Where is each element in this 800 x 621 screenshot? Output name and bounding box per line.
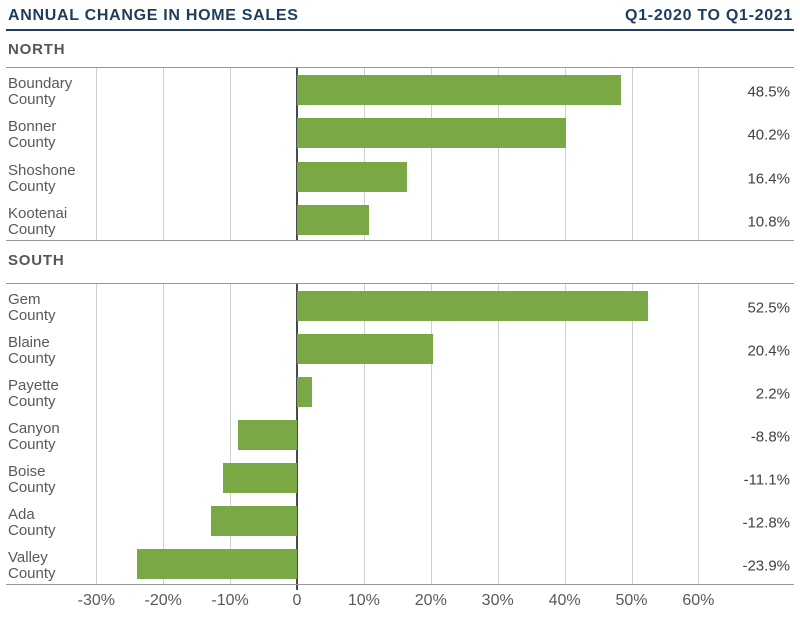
category-label: Gem County — [8, 290, 56, 324]
tick-label: 30% — [481, 592, 514, 609]
tick-label: -10% — [211, 592, 249, 609]
bar-canyon-county — [238, 420, 297, 450]
value-label: 2.2% — [755, 385, 790, 403]
zero-line — [296, 284, 298, 584]
bar-boundary-county — [297, 74, 622, 105]
tick-label: -30% — [77, 592, 115, 609]
bar-payette-county — [297, 376, 312, 407]
category-label: Boise County — [8, 463, 56, 497]
category-label: Canyon County — [8, 420, 60, 453]
gridline — [363, 68, 365, 240]
gridline — [631, 68, 633, 240]
bar-bonner-county — [297, 118, 566, 149]
value-label: 20.4% — [747, 342, 790, 360]
value-label: -8.8% — [750, 428, 790, 446]
bar-ada-county — [211, 506, 297, 537]
value-label: 16.4% — [747, 170, 790, 188]
bar-kootenai-county — [297, 205, 370, 236]
tick-label: 50% — [615, 592, 648, 609]
tick-label: 10% — [347, 592, 380, 609]
category-label: Boundary County — [8, 74, 73, 108]
bar-shoshone-county — [297, 161, 407, 192]
tick-label: 0 — [292, 592, 302, 609]
tick-label: 60% — [682, 592, 715, 609]
header: ANNUAL CHANGE IN HOME SALES Q1-2020 TO Q… — [8, 6, 793, 26]
gridline — [163, 68, 165, 240]
gridline — [363, 284, 365, 584]
category-label: Payette County — [8, 376, 59, 410]
header-rule — [6, 29, 794, 31]
tick-label: 20% — [414, 592, 447, 609]
gridline — [163, 284, 165, 584]
date-range-label: Q1-2020 TO Q1-2021 — [625, 7, 793, 24]
category-label: Blaine County — [8, 333, 56, 367]
gridline — [564, 284, 566, 584]
section-label-south: SOUTH — [8, 252, 65, 269]
section-label-north: NORTH — [8, 41, 66, 58]
gridline — [230, 68, 232, 240]
gridline — [230, 284, 232, 584]
zero-axis-tick — [296, 585, 298, 590]
value-label: -12.8% — [742, 514, 790, 532]
category-label: Bonner County — [8, 118, 57, 152]
gridline — [497, 284, 499, 584]
north-bar-chart: Boundary County 48.5% Bonner County 40.2% Sh… — [6, 67, 794, 241]
category-label: Valley County — [8, 549, 56, 583]
gridline — [698, 68, 700, 240]
gridline — [96, 284, 98, 584]
x-axis: -30% -20% -10% 0 10% 20% 30% 40% 50% 60% — [0, 585, 800, 621]
gridline — [96, 68, 98, 240]
bar-gem-county — [297, 290, 649, 321]
category-label: Kootenai County — [8, 205, 68, 239]
gridline — [497, 68, 499, 240]
value-label: 48.5% — [747, 83, 790, 101]
page-title: ANNUAL CHANGE IN HOME SALES — [8, 7, 299, 24]
gridline — [698, 284, 700, 584]
gridline — [631, 284, 633, 584]
south-bar-chart: Gem County 52.5% Blaine County 20.4% Payette… — [6, 283, 794, 585]
tick-label: 40% — [548, 592, 581, 609]
value-label: 10.8% — [747, 213, 790, 231]
category-label: Ada County — [8, 506, 56, 540]
value-label: -23.9% — [742, 557, 790, 575]
zero-line — [296, 68, 298, 240]
tick-label: -20% — [144, 592, 182, 609]
gridline — [430, 284, 432, 584]
value-label: 52.5% — [747, 299, 790, 317]
value-label: -11.1% — [743, 471, 790, 489]
bar-blaine-county — [297, 333, 434, 364]
bar-boise-county — [222, 463, 297, 494]
value-label: 40.2% — [747, 126, 790, 144]
gridline — [564, 68, 566, 240]
bar-valley-county — [137, 549, 297, 580]
category-label: Shoshone County — [8, 161, 76, 195]
gridline — [430, 68, 432, 240]
